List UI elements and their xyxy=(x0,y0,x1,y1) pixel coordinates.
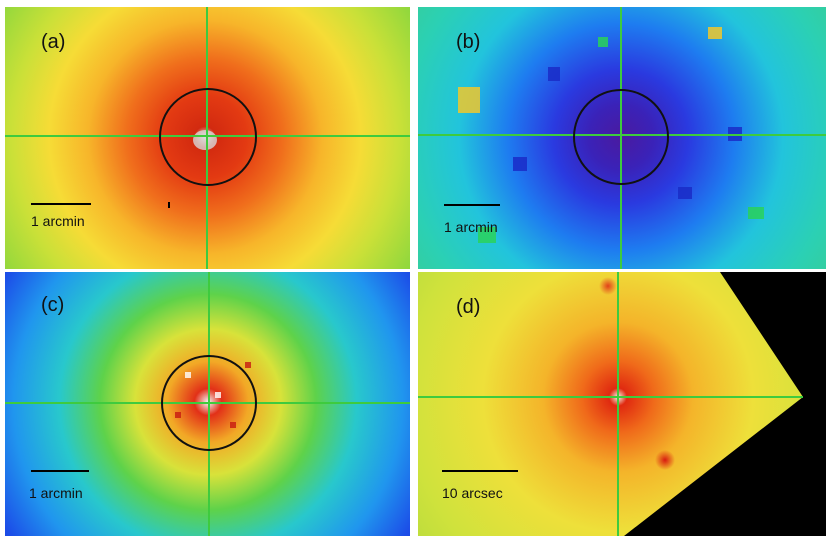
panel-label: (d) xyxy=(456,296,481,318)
panel-label: (b) xyxy=(456,31,481,53)
panel-c-image xyxy=(5,272,410,536)
scale-bar xyxy=(31,470,89,472)
panel-a-image xyxy=(5,7,410,269)
panel-label: (c) xyxy=(41,294,65,316)
panel-a: (a) 1 arcmin xyxy=(5,7,410,269)
scale-bar xyxy=(442,470,518,472)
aperture-circle xyxy=(159,88,257,186)
panel-b-image xyxy=(418,7,826,269)
scale-label: 1 arcmin xyxy=(29,485,83,501)
panel-b: (b) 1 arcmin xyxy=(418,7,826,269)
scale-bar xyxy=(31,203,91,205)
scale-label: 10 arcsec xyxy=(442,485,503,501)
panel-d: (d) 10 arcsec xyxy=(418,272,826,536)
aperture-circle xyxy=(161,355,257,451)
panel-label: (a) xyxy=(41,31,66,53)
panel-d-image xyxy=(418,272,826,536)
aperture-circle xyxy=(573,89,669,185)
scale-bar xyxy=(444,204,500,206)
scale-label: 1 arcmin xyxy=(444,219,498,235)
scale-label: 1 arcmin xyxy=(31,213,85,229)
panel-c: (c) 1 arcmin xyxy=(5,272,410,536)
